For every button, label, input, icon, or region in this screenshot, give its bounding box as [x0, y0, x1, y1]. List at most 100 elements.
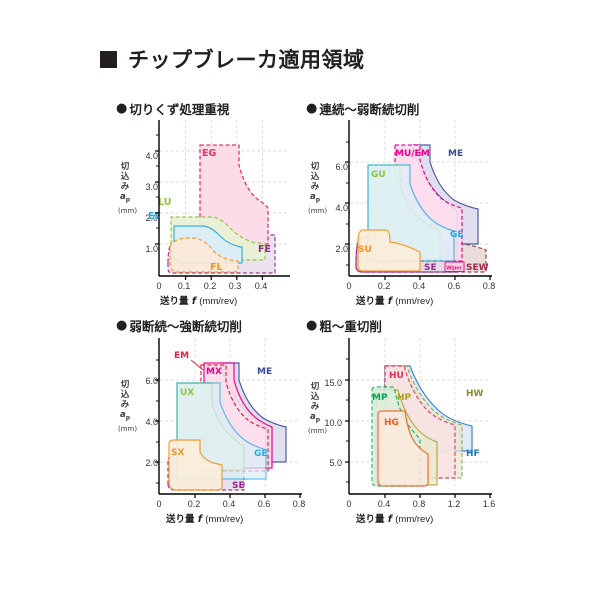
- chart-3-ytick-2: 6.0: [145, 376, 158, 386]
- chart-3-label-SX: SX: [171, 448, 184, 458]
- chart-2-y-axis-label: 切込み ap (mm): [308, 162, 328, 215]
- bullet-icon: ●: [306, 101, 318, 116]
- chart-2-xtick-3: 0.6: [447, 281, 461, 291]
- chart-1-xtick-2: 0.2: [203, 281, 217, 291]
- chart-3-xtick-4: 0.8: [292, 499, 306, 509]
- chart-3-xtick-0: 0: [156, 499, 162, 509]
- chart-1-xtick-1: 0.1: [177, 281, 191, 291]
- chart-1-plot: EG LU EF FL FE: [148, 120, 290, 280]
- chart-2-label-SE: SE: [424, 263, 437, 273]
- chart-4-ytick-2: 15.0: [324, 378, 342, 388]
- chart-2-ytick-1: 4.0: [335, 203, 348, 213]
- chart-1: 切込み ap (mm) 1.0 2.0 3.0 4.0: [116, 118, 290, 307]
- chart-2-xtick-0: 0: [346, 281, 352, 291]
- chart-3-ytick-1: 4.0: [145, 417, 158, 427]
- chart-2-region-SU: [357, 229, 421, 272]
- chart-4-ytick-0: 5.0: [329, 458, 342, 468]
- chart-1-region-FL: [169, 237, 239, 273]
- chart-3-xtick-2: 0.4: [222, 499, 236, 509]
- chart-2-ytick-2: 6.0: [335, 162, 348, 172]
- chart-3-label-GE: GE: [254, 449, 268, 459]
- svg-text:Wiper: Wiper: [446, 265, 462, 271]
- chart-1-x-axis-label: 送り量 f (mm/rev): [160, 296, 238, 307]
- title-square-icon: [100, 50, 117, 68]
- chart-4-xtick-0: 0: [346, 499, 352, 509]
- chart-1-label-LU: LU: [158, 197, 171, 208]
- chart-1-label-FE: FE: [258, 244, 271, 255]
- panel-chip-control: ● 切りくず処理重視: [116, 99, 229, 118]
- chart-4-ytick-1: 10.0: [324, 418, 342, 428]
- chart-2-label-GE: GE: [450, 230, 464, 240]
- chart-1-xtick-3: 0.3: [228, 281, 242, 291]
- chart-3-xtick-1: 0.2: [187, 499, 201, 509]
- chart-1-ytick-1: 2.0: [145, 213, 158, 223]
- panel-continuous: ● 連続～弱断続切削: [306, 99, 419, 118]
- chart-3-xtick-3: 0.6: [257, 499, 271, 509]
- panel-heading-text-1: 切りくず処理重視: [129, 102, 230, 117]
- chart-3-x-axis-label: 送り量 f (mm/rev): [166, 514, 244, 525]
- panel-heading-2: ● 連続～弱断続切削: [306, 99, 419, 118]
- panel-heading-text-4: 粗～重切削: [319, 319, 382, 334]
- chart-1-label-EG: EG: [202, 148, 216, 159]
- chart-3-region-EM: [200, 364, 269, 472]
- page-title: チップブレーカ適用領域: [100, 44, 365, 74]
- panel-light-heavy: ● 弱断続～強断続切削: [116, 316, 242, 335]
- chart-3-ytick-0: 2.0: [145, 458, 158, 468]
- chart-3-plot: EM MX ME UX GE SX SE: [155, 338, 302, 498]
- chart-3-label-MX: MX: [206, 367, 222, 377]
- chart-4-label-HP: HP: [397, 393, 412, 403]
- chart-2: 切込み ap (mm) 2.0 4.0 6.0: [306, 118, 495, 307]
- bullet-icon: ●: [116, 318, 128, 333]
- chart-1-ytick-2: 3.0: [145, 182, 158, 192]
- chart-1-xtick-4: 0.4: [254, 281, 268, 291]
- chart-2-label-ME: ME: [448, 149, 463, 159]
- chart-4: 切込み ap (mm) 5.0 10.0 15.0: [306, 336, 495, 525]
- chart-4-label-HU: HU: [389, 371, 404, 381]
- chart-4-region-HG: [377, 410, 429, 487]
- chart-3-region-SX: [168, 439, 223, 491]
- panel-heading-text-3: 弱断続～強断続切削: [129, 319, 242, 334]
- chart-1-y-axis-label: 切込み ap (mm): [118, 162, 138, 215]
- chart-4-x-axis-label: 送り量 f (mm/rev): [356, 514, 434, 525]
- chart-4-xtick-3: 1.2: [447, 499, 461, 509]
- page-title-text: チップブレーカ適用領域: [128, 48, 365, 72]
- chart-2-label-SEW: SEW: [466, 263, 489, 273]
- chart-2-ytick-0: 2.0: [335, 244, 348, 254]
- chart-2-label-SU: SU: [358, 245, 372, 255]
- chart-1-label-FL: FL: [210, 262, 223, 273]
- chart-3-y-axis-label: 切込み ap (mm): [118, 380, 138, 433]
- chart-2-xtick-1: 0.2: [377, 281, 391, 291]
- chart-2-plot: MU/EM ME GU GE SU SE SEW Wiper: [345, 120, 492, 280]
- chart-1-label-EF: EF: [148, 211, 161, 222]
- chart-3-label-EM: EM: [174, 351, 189, 361]
- chart-2-wiper-badge: Wiper: [444, 261, 465, 272]
- chart-3-label-ME: ME: [257, 367, 272, 377]
- chart-2-label-MU-EM: MU/EM: [395, 149, 430, 159]
- chart-1-ytick-0: 1.0: [145, 244, 158, 254]
- chart-3-label-SE: SE: [232, 481, 245, 491]
- panel-heading-3: ● 弱断続～強断続切削: [116, 316, 242, 335]
- chart-4-xtick-1: 0.4: [377, 499, 391, 509]
- chart-4-xtick-4: 1.6: [482, 499, 496, 509]
- chart-4-label-HF: HF: [466, 449, 480, 459]
- chart-4-xtick-2: 0.8: [412, 499, 426, 509]
- bullet-icon: ●: [306, 318, 318, 333]
- chart-1-xtick-0: 0: [156, 281, 162, 291]
- chart-3: 切込み ap (mm) 2.0 4.0 6.0: [116, 336, 305, 525]
- panel-heading-text-2: 連続～弱断続切削: [319, 102, 420, 117]
- chart-4-label-HW: HW: [466, 389, 484, 399]
- panel-heading-1: ● 切りくず処理重視: [116, 99, 229, 118]
- chart-2-label-GU: GU: [371, 170, 386, 180]
- chart-2-xtick-2: 0.4: [412, 281, 426, 291]
- chart-3-label-UX: UX: [180, 388, 194, 398]
- chart-2-xtick-4: 0.8: [482, 281, 496, 291]
- panel-rough-heavy: ● 粗～重切削: [306, 316, 382, 335]
- panel-heading-4: ● 粗～重切削: [306, 316, 382, 335]
- chart-4-plot: HU MP HP HG HW HF: [345, 338, 492, 498]
- bullet-icon: ●: [116, 101, 128, 116]
- chart-1-ytick-3: 4.0: [145, 151, 158, 161]
- chart-4-label-HG: HG: [384, 418, 399, 428]
- chart-2-x-axis-label: 送り量 f (mm/rev): [356, 296, 434, 307]
- chart-4-y-axis-label: 切込み ap (mm): [308, 382, 328, 435]
